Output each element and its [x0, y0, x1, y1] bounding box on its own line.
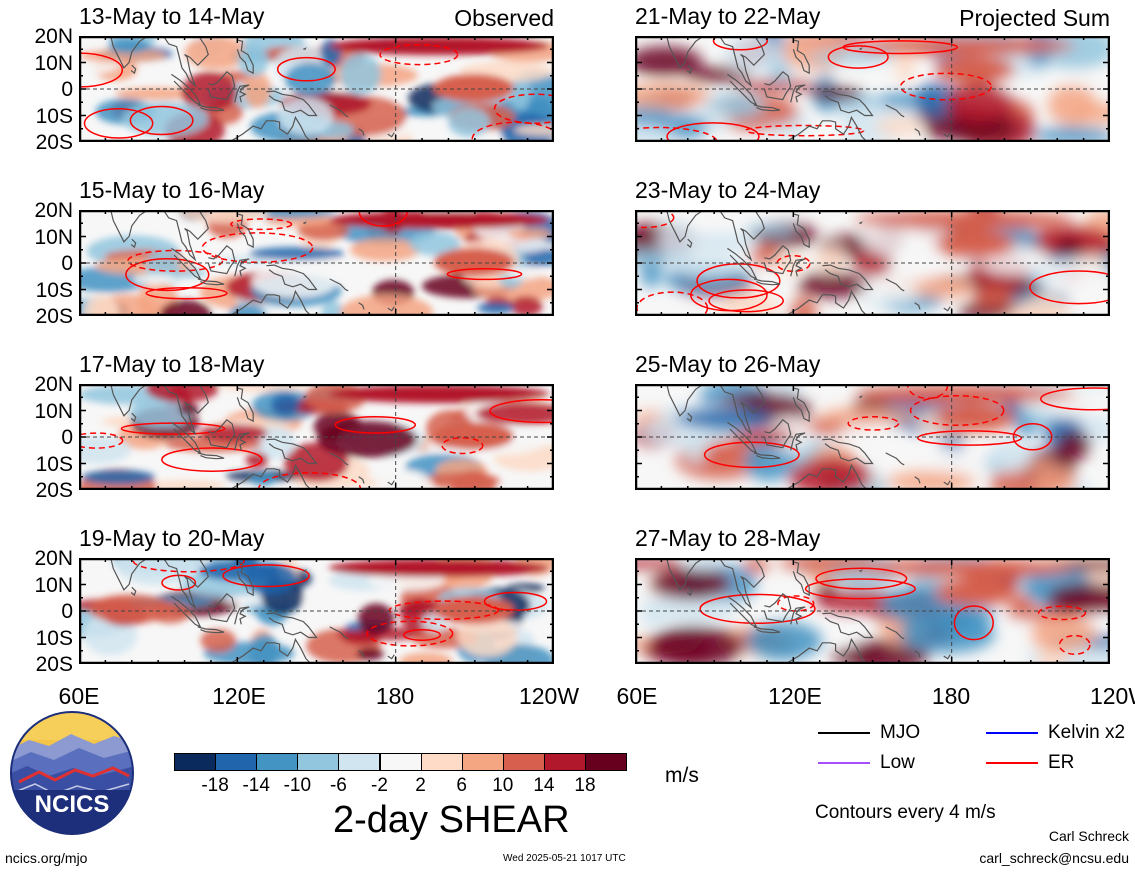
shear-map [635, 36, 1110, 142]
lat-label: 20N [34, 373, 73, 396]
map-panel-left-0 [79, 36, 554, 142]
shear-map [635, 210, 1110, 316]
lat-label: 20N [34, 25, 73, 48]
shear-map [635, 384, 1110, 490]
map-panel-right-3 [635, 558, 1110, 664]
colorbar-tick-label: -2 [371, 775, 388, 796]
lon-label: 60E [616, 683, 658, 709]
footer-timestamp: Wed 2025-05-21 1017 UTC [503, 853, 626, 864]
lat-label: 10N [34, 51, 73, 75]
lat-label: 20N [34, 199, 73, 222]
lon-label: 120E [768, 683, 822, 709]
legend-line-1 [986, 732, 1038, 734]
colorbar-segment [585, 753, 628, 771]
lat-label: 20S [35, 479, 73, 502]
colorbar-segment [379, 753, 422, 771]
lat-label: 10S [35, 278, 73, 302]
colorbar-segment [461, 753, 504, 771]
lat-label: 10S [35, 452, 73, 476]
lon-label: 180 [375, 683, 415, 709]
shear-map [79, 210, 554, 316]
shear-map [79, 36, 554, 142]
legend-line-3 [986, 762, 1038, 764]
logo-text: NCICS [35, 791, 110, 818]
lat-label: 20S [35, 305, 73, 328]
map-panel-left-1 [79, 210, 554, 316]
lon-label: 180 [931, 683, 971, 709]
legend-label: MJO [880, 722, 921, 743]
legend-label: Low [880, 752, 915, 773]
colorbar-segment [420, 753, 463, 771]
lat-label: 0 [61, 426, 73, 449]
panel-tag-left: Observed [454, 5, 554, 31]
lat-label: 10N [34, 399, 73, 423]
panel-title: 17-May to 18-May [79, 351, 265, 377]
colorbar-tick-label: 10 [492, 775, 514, 796]
colorbar-segment [338, 753, 381, 771]
shear-map [79, 558, 554, 664]
legend-line-2 [818, 762, 870, 764]
footer-email[interactable]: carl_schreck@ncsu.edu [979, 850, 1129, 866]
legend-label: Kelvin x2 [1048, 722, 1126, 743]
legend-line-0 [818, 732, 870, 734]
colorbar-tick-label: -6 [329, 775, 347, 796]
colorbar-title: 2-day SHEAR [333, 799, 570, 841]
panel-title: 25-May to 26-May [635, 351, 821, 377]
colorbar-unit: m/s [665, 764, 699, 787]
map-panel-right-1 [635, 210, 1110, 316]
lat-label: 20N [34, 547, 73, 570]
colorbar-segment [543, 753, 586, 771]
lat-label: 0 [61, 600, 73, 623]
lat-label: 10N [34, 573, 73, 597]
lon-label: 120W [1089, 683, 1135, 709]
shear-map [635, 558, 1110, 664]
colorbar-tick-label: 6 [456, 775, 467, 796]
colorbar-segment [256, 753, 299, 771]
map-panel-left-2 [79, 384, 554, 490]
colorbar-tick-label: -14 [242, 775, 270, 796]
map-panel-left-3 [79, 558, 554, 664]
colorbar-segment [174, 753, 217, 771]
panel-title: 23-May to 24-May [635, 177, 821, 203]
colorbar-tick-label: 18 [574, 775, 596, 796]
panel-title: 15-May to 16-May [79, 177, 265, 203]
ncics-logo: NCICS [9, 710, 135, 836]
lat-label: 0 [61, 252, 73, 275]
colorbar-segment [215, 753, 258, 771]
contour-interval-note: Contours every 4 m/s [815, 802, 996, 823]
lon-label: 60E [58, 683, 100, 709]
footer-author: Carl Schreck [1048, 828, 1129, 844]
legend-label: ER [1048, 752, 1075, 773]
map-panel-right-2 [635, 384, 1110, 490]
lon-label: 120E [212, 683, 266, 709]
colorbar-segment [502, 753, 545, 771]
map-panel-right-0 [635, 36, 1110, 142]
colorbar-tick-label: 2 [415, 775, 426, 796]
lat-label: 10S [35, 104, 73, 128]
lat-label: 20S [35, 653, 73, 676]
shear-map [79, 384, 554, 490]
colorbar-tick-label: -18 [201, 775, 229, 796]
colorbar-tick-label: 14 [533, 775, 555, 796]
colorbar-segment [297, 753, 340, 771]
lat-label: 10S [35, 626, 73, 650]
lat-label: 0 [61, 78, 73, 101]
panel-title: 27-May to 28-May [635, 525, 821, 551]
panel-title: 19-May to 20-May [79, 525, 265, 551]
colorbar-tick-label: -10 [283, 775, 312, 796]
panel-tag-right: Projected Sum [959, 5, 1110, 31]
lat-label: 10N [34, 225, 73, 249]
panel-title: 21-May to 22-May [635, 3, 821, 29]
footer-url[interactable]: ncics.org/mjo [5, 850, 88, 866]
lon-label: 120W [518, 683, 580, 709]
lat-label: 20S [35, 131, 73, 154]
panel-title: 13-May to 14-May [79, 3, 265, 29]
